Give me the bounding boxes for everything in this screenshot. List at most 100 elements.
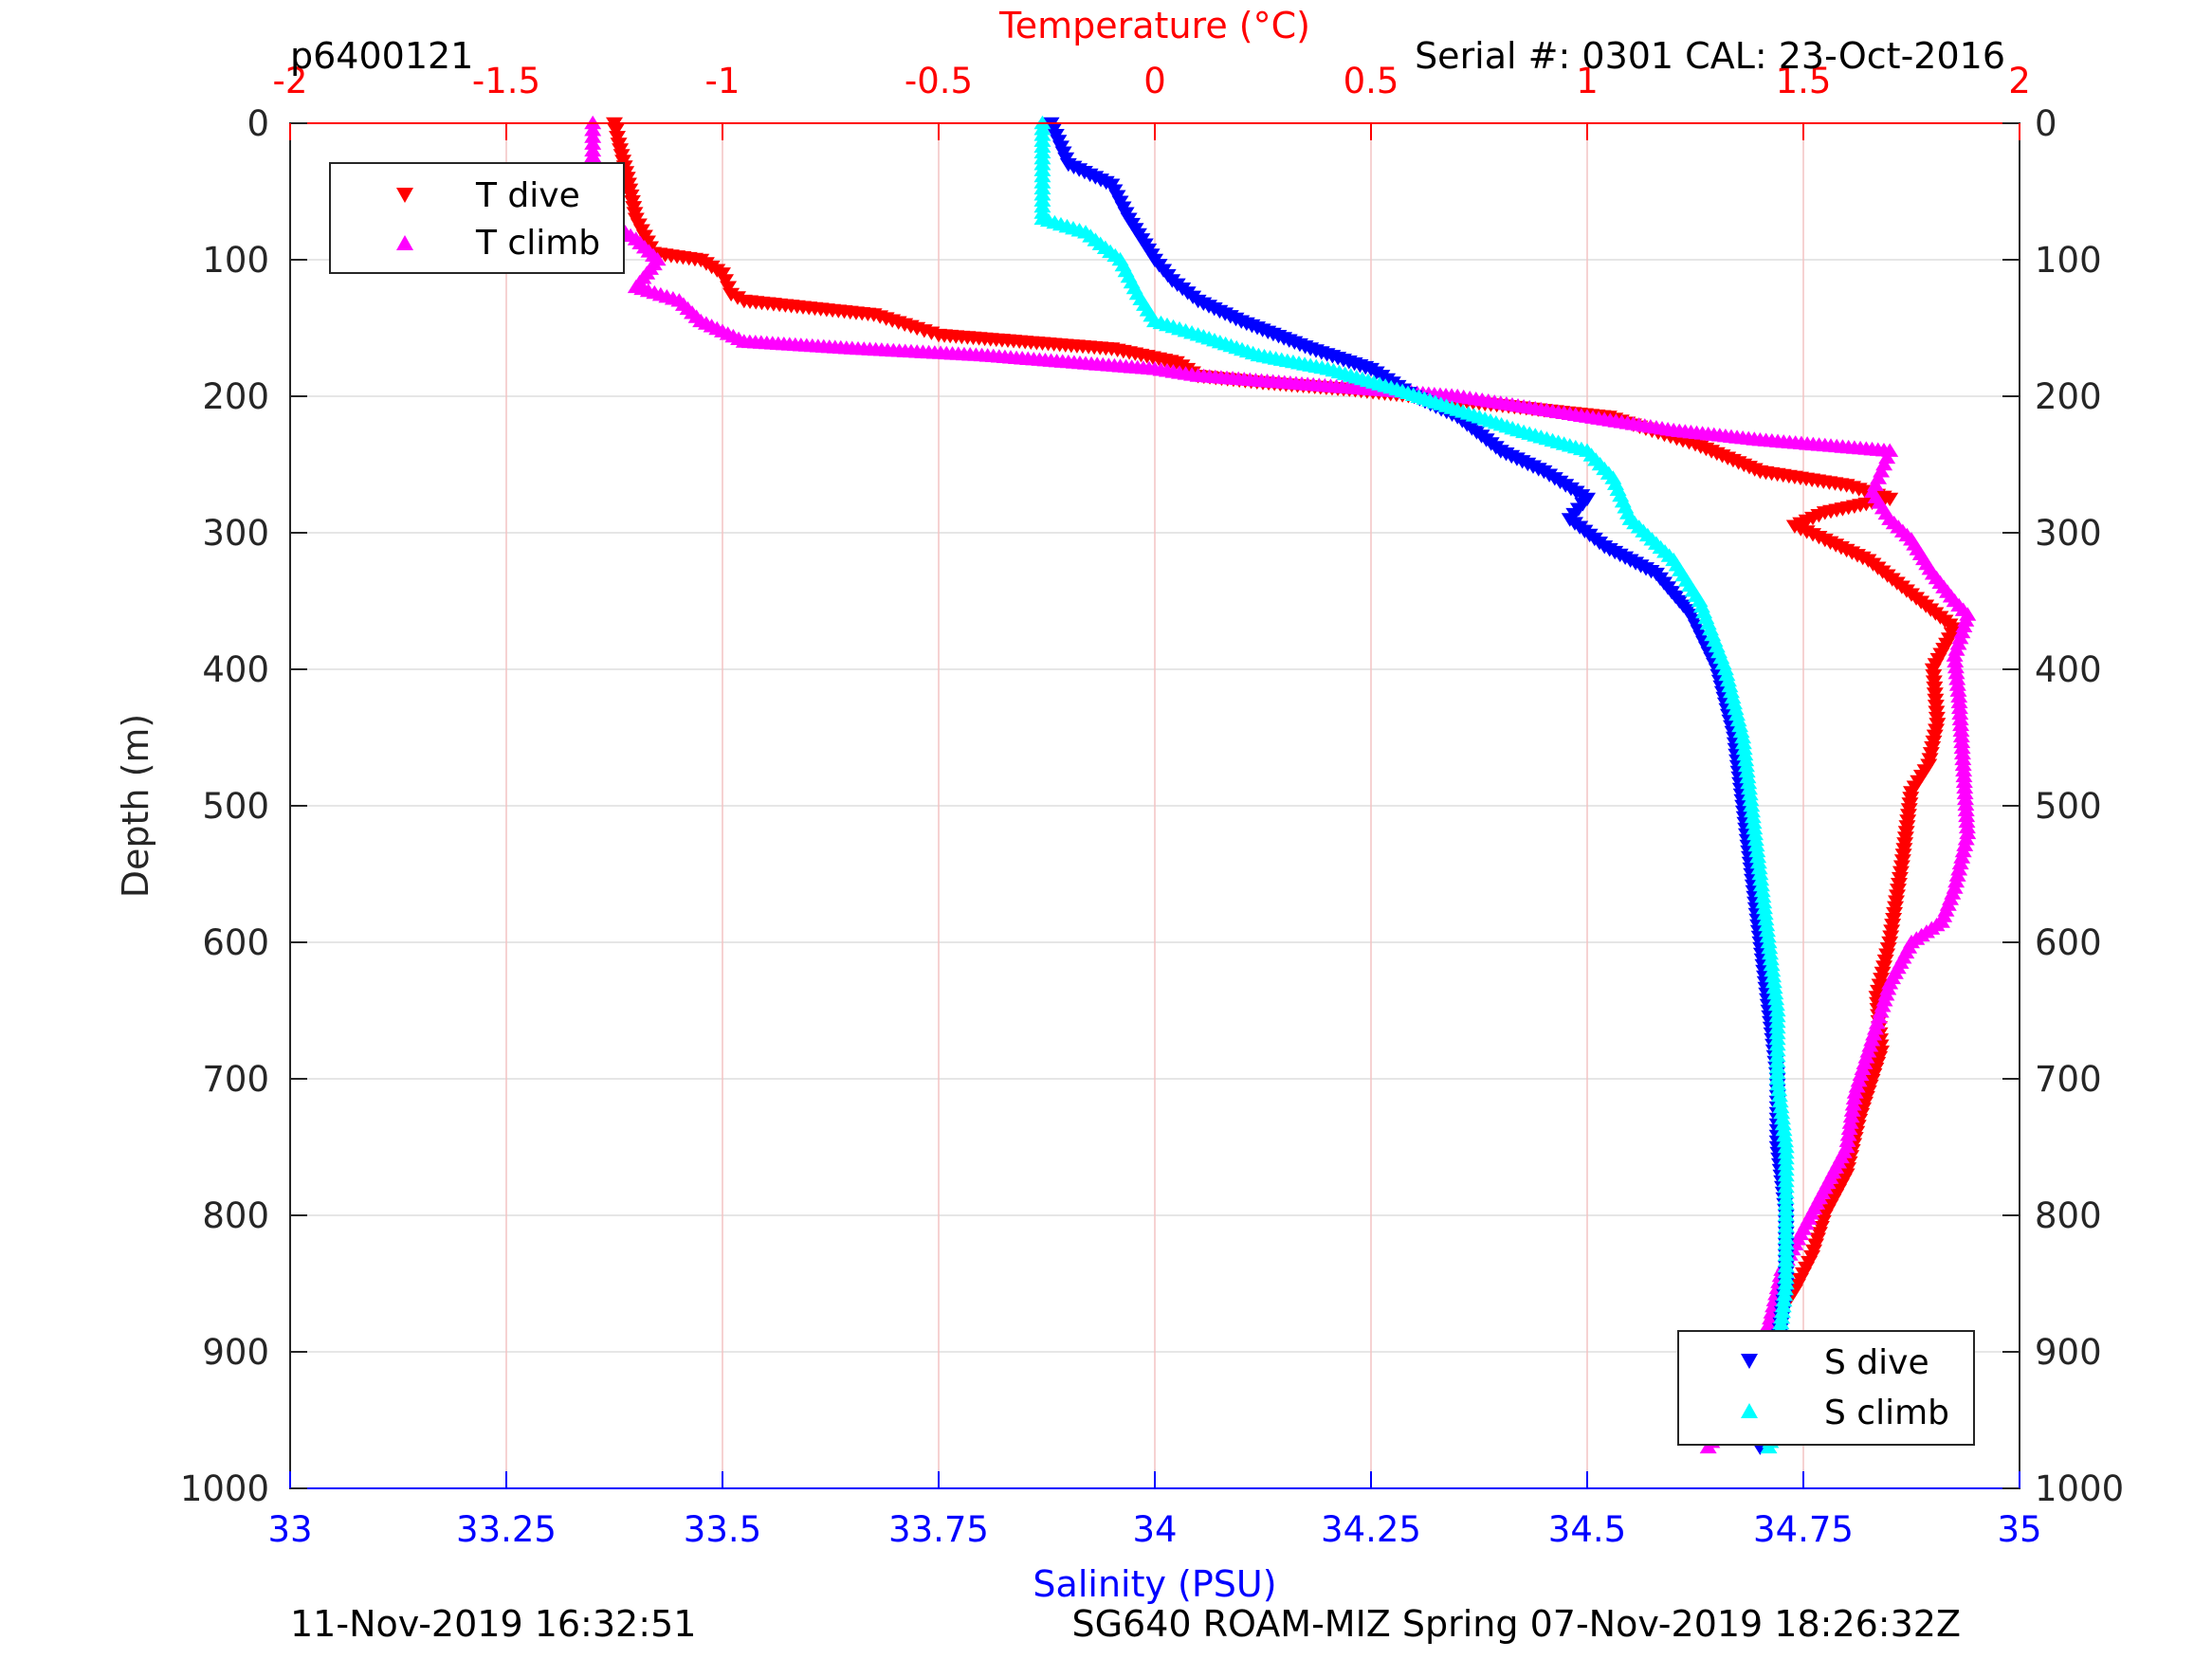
depth-tick-label-right: 800 — [2035, 1195, 2102, 1236]
data-point — [1762, 951, 1780, 966]
data-point — [1744, 809, 1762, 824]
temperature-tick-label: 1 — [1576, 61, 1599, 101]
data-point — [1946, 647, 1964, 662]
title-left: p6400121 — [290, 35, 473, 77]
data-point — [1767, 996, 1785, 1012]
legend-s-climb-marker — [1741, 1403, 1758, 1418]
legend-s-climb-label: S climb — [1824, 1394, 1949, 1432]
depth-tick-label-right: 200 — [2035, 376, 2102, 417]
temperature-legend-box — [329, 162, 625, 274]
data-point — [1759, 922, 1776, 938]
depth-tick-label-right: 600 — [2035, 922, 2102, 963]
data-point — [1776, 1286, 1794, 1302]
temperature-tick-label: -0.5 — [905, 61, 973, 101]
data-point — [1743, 797, 1761, 812]
salinity-legend-box — [1677, 1330, 1975, 1446]
data-point — [1947, 873, 1965, 888]
data-point — [1742, 792, 1760, 807]
temperature-tick-label: -1 — [705, 61, 740, 101]
data-point — [1763, 957, 1781, 972]
salinity-axis-title: Salinity (PSU) — [1033, 1563, 1276, 1605]
data-point — [1770, 1082, 1788, 1097]
temperature-tick-label: -2 — [273, 61, 308, 101]
data-point — [1753, 883, 1771, 898]
data-point — [1949, 683, 1967, 697]
legend-t-dive-marker — [396, 188, 413, 203]
data-point — [1750, 860, 1768, 875]
depth-tick-label-left: 900 — [202, 1332, 269, 1373]
depth-tick-label-right: 1000 — [2035, 1468, 2124, 1509]
data-point — [1759, 928, 1777, 943]
data-point — [1846, 1085, 1864, 1099]
data-point — [1741, 780, 1758, 795]
data-point — [1953, 849, 1971, 864]
data-point — [1749, 854, 1767, 869]
salinity-tick-label: 34.75 — [1753, 1509, 1854, 1550]
data-point — [1736, 746, 1754, 761]
depth-tick-label-right: 0 — [2035, 103, 2057, 144]
data-point — [1839, 1127, 1857, 1141]
depth-tick-label-left: 1000 — [180, 1468, 269, 1509]
depth-tick-label-right: 700 — [2035, 1059, 2102, 1100]
data-point — [1758, 917, 1776, 932]
salinity-tick-label: 34 — [1132, 1509, 1177, 1550]
data-point — [1774, 1116, 1792, 1131]
data-point — [1773, 1309, 1791, 1324]
data-point — [1745, 814, 1763, 830]
legend-t-climb-label: T climb — [475, 224, 600, 263]
depth-tick-label-left: 600 — [202, 922, 269, 963]
data-point — [1747, 837, 1765, 852]
data-point — [1752, 877, 1770, 892]
temperature-tick-label: 2 — [2008, 61, 2031, 101]
data-point — [1762, 945, 1780, 960]
data-point — [1765, 979, 1783, 994]
data-point — [1737, 757, 1755, 773]
data-point — [1760, 1439, 1778, 1454]
data-point — [1773, 1104, 1791, 1120]
data-point — [1740, 775, 1758, 790]
data-point — [1755, 894, 1773, 909]
data-point — [1755, 900, 1773, 915]
data-point — [1756, 905, 1774, 921]
data-point — [1735, 740, 1753, 756]
salinity-tick-label: 33.75 — [888, 1509, 989, 1550]
data-point — [1746, 820, 1764, 835]
data-point — [1947, 659, 1965, 674]
data-point — [1762, 1310, 1780, 1325]
temperature-tick-label: 0.5 — [1344, 61, 1399, 101]
data-point — [1766, 985, 1784, 1000]
data-point — [1746, 831, 1764, 847]
data-point — [1764, 968, 1782, 983]
depth-tick-label-right: 400 — [2035, 649, 2102, 690]
data-point — [1769, 1076, 1787, 1091]
data-point — [1843, 1103, 1861, 1117]
salinity-tick-label: 33.5 — [684, 1509, 761, 1550]
data-point — [1760, 934, 1778, 949]
depth-tick-label-left: 200 — [202, 376, 269, 417]
data-point — [1948, 677, 1966, 691]
data-point — [1951, 855, 1969, 870]
data-point — [1734, 735, 1752, 750]
data-point — [1774, 1298, 1792, 1313]
data-point — [1947, 665, 1965, 680]
title-right: Serial #: 0301 CAL: 23-Oct-2016 — [1415, 35, 2005, 77]
data-point — [1777, 1133, 1794, 1148]
data-point — [1841, 1115, 1859, 1129]
depth-tick-label-right: 900 — [2035, 1332, 2102, 1373]
data-point — [1734, 729, 1752, 744]
data-point — [1775, 1292, 1793, 1307]
data-point — [1840, 1121, 1858, 1136]
data-point — [1773, 1304, 1791, 1319]
data-point — [1950, 862, 1968, 876]
data-point — [1738, 763, 1756, 778]
data-point — [1777, 1275, 1795, 1290]
legend-t-dive-label: T dive — [475, 176, 580, 215]
data-point — [1948, 867, 1966, 882]
depth-tick-label-left: 300 — [202, 513, 269, 554]
data-point — [1845, 1090, 1863, 1105]
depth-tick-label-left: 500 — [202, 786, 269, 827]
temperature-tick-label: -1.5 — [472, 61, 540, 101]
depth-tick-label-right: 100 — [2035, 240, 2102, 281]
data-point — [1771, 1093, 1789, 1108]
